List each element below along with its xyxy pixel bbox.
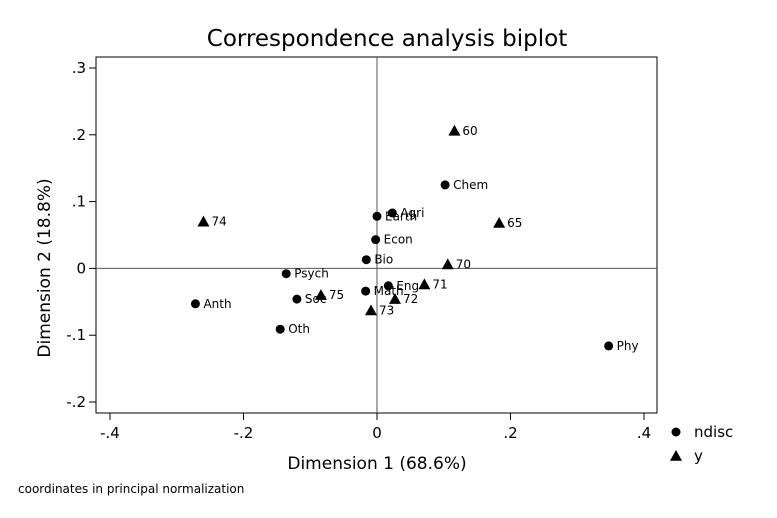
y-tick-label: 0 bbox=[76, 259, 86, 277]
ndisc-point bbox=[281, 269, 291, 279]
x-tick-label: .2 bbox=[503, 424, 517, 442]
y-point bbox=[418, 278, 431, 290]
reference-lines bbox=[96, 57, 657, 413]
y-axis-title: Dimension 2 (18.8%) bbox=[35, 178, 55, 357]
x-axis-title: Dimension 1 (68.6%) bbox=[287, 454, 466, 474]
y-axis: -.2 -.1 0 .1 .2 .3 bbox=[66, 59, 96, 411]
point-label: 60 bbox=[462, 124, 477, 138]
y-point bbox=[389, 293, 402, 304]
chart-title: Correspondence analysis biplot bbox=[207, 26, 567, 52]
point-label: 72 bbox=[403, 292, 418, 306]
x-tick-label: -.2 bbox=[234, 424, 254, 442]
point-label: Agri bbox=[400, 206, 424, 220]
legend-label: y bbox=[694, 447, 703, 465]
point-label: Earth bbox=[385, 209, 417, 223]
point-label: Math bbox=[374, 284, 404, 298]
point-label: 74 bbox=[211, 215, 226, 229]
x-tick-label: 0 bbox=[372, 424, 382, 442]
x-tick-label: -.4 bbox=[100, 424, 120, 442]
y-tick-label: -.1 bbox=[66, 326, 86, 344]
y-tick-label: -.2 bbox=[66, 393, 86, 411]
ndisc-point bbox=[372, 211, 382, 221]
y-tick-label: .1 bbox=[72, 193, 86, 211]
point-label: Oth bbox=[288, 322, 310, 336]
ndisc-point bbox=[371, 235, 381, 245]
x-axis: -.4 -.2 0 .2 .4 bbox=[100, 413, 651, 442]
point-label: Econ bbox=[384, 233, 413, 247]
point-label: 73 bbox=[379, 303, 394, 317]
ndisc-point bbox=[440, 180, 450, 190]
ndisc-point bbox=[190, 299, 200, 309]
y-point bbox=[493, 216, 506, 228]
legend-marker-ndisc bbox=[671, 427, 681, 437]
ndisc-point bbox=[275, 324, 285, 334]
ndisc-point bbox=[361, 286, 371, 296]
point-label: Anth bbox=[203, 297, 231, 311]
ndisc-point bbox=[361, 255, 371, 265]
point-label: Chem bbox=[453, 178, 488, 192]
point-label: 75 bbox=[329, 288, 344, 302]
legend-marker-y bbox=[670, 450, 682, 461]
y-point bbox=[364, 304, 377, 316]
point-label: Phy bbox=[617, 339, 639, 353]
point-label: Psych bbox=[294, 267, 329, 281]
point-label: Eng bbox=[396, 279, 419, 293]
point-label: 65 bbox=[507, 216, 522, 230]
point-label: Bio bbox=[374, 253, 393, 267]
y-point bbox=[197, 215, 210, 227]
y-point bbox=[448, 124, 461, 136]
y-tick-label: .2 bbox=[72, 126, 86, 144]
data-points: AgriEarthChemEconBioPsychSocMathEngAnthO… bbox=[190, 124, 639, 353]
y-point bbox=[441, 258, 454, 270]
y-tick-label: .3 bbox=[72, 59, 86, 77]
ndisc-point bbox=[604, 341, 614, 351]
point-label: 71 bbox=[432, 277, 447, 291]
ndisc-point bbox=[383, 281, 393, 291]
legend-label: ndisc bbox=[694, 423, 733, 441]
ndisc-point bbox=[292, 294, 302, 304]
y-point bbox=[314, 289, 327, 300]
normalization-note: coordinates in principal normalization bbox=[18, 482, 244, 496]
point-label: 70 bbox=[456, 257, 471, 271]
ndisc-point bbox=[387, 208, 397, 218]
x-tick-label: .4 bbox=[637, 424, 651, 442]
legend: ndisc y bbox=[670, 423, 733, 465]
